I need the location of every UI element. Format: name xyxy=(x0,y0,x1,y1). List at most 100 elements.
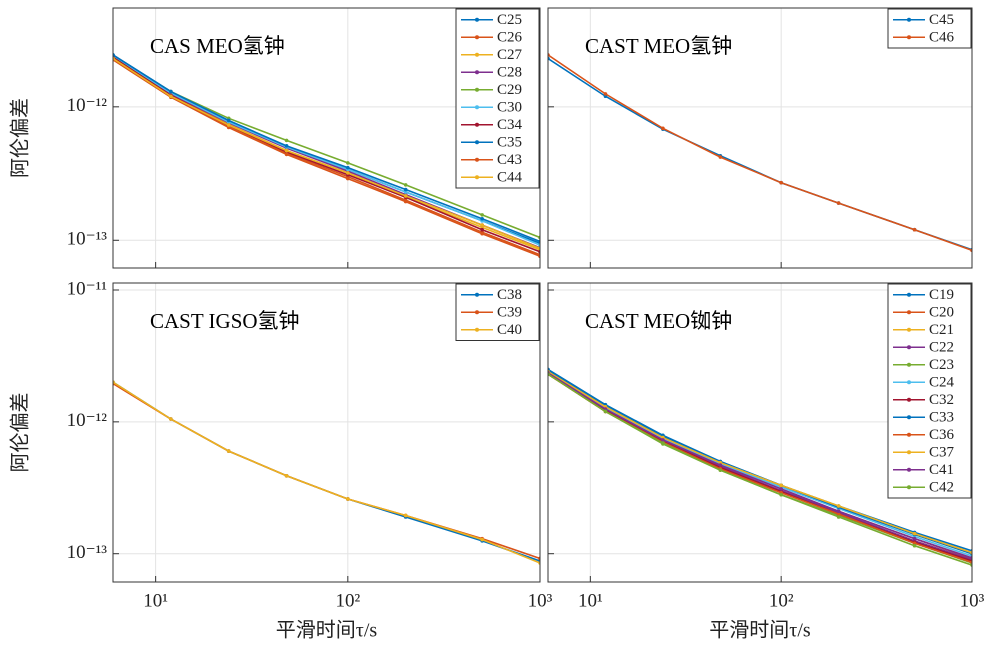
point xyxy=(912,531,917,536)
legend-label: C42 xyxy=(929,480,954,496)
panel-title: CAST MEO铷钟 xyxy=(585,309,732,333)
point xyxy=(661,126,665,131)
point xyxy=(346,165,350,170)
legend-marker xyxy=(475,310,479,315)
point xyxy=(284,138,289,143)
point xyxy=(836,504,841,508)
point xyxy=(284,144,289,148)
y-tick-label: 10⁻¹² xyxy=(67,95,108,116)
frame xyxy=(547,282,973,583)
y-tick-label: 10⁻¹² xyxy=(67,410,108,431)
point xyxy=(912,227,917,232)
series-line xyxy=(113,54,540,243)
legend-label: C33 xyxy=(929,410,954,426)
legend-marker xyxy=(475,35,479,40)
point xyxy=(346,497,350,501)
legend-label: C35 xyxy=(497,135,522,151)
x-tick-label: 10³ xyxy=(528,590,553,611)
point xyxy=(779,180,783,185)
panel-title: CAST MEO氢钟 xyxy=(585,34,732,58)
legend-label: C43 xyxy=(497,152,522,168)
point xyxy=(480,223,484,227)
point xyxy=(603,409,608,414)
point xyxy=(226,118,231,123)
panel: 10¹ 10² 10³ 10⁻¹¹ 10⁻¹² 10⁻¹³ CAST IGSO氢钟阿伦偏差平… xyxy=(9,278,553,641)
x-tick-label: 10² xyxy=(335,590,360,611)
point xyxy=(661,441,665,445)
series-line xyxy=(113,59,540,257)
legend-box xyxy=(887,283,972,499)
legend-marker xyxy=(907,397,911,402)
y-tick-label: 10⁻¹³ xyxy=(67,542,108,563)
point xyxy=(836,201,841,205)
legend-marker xyxy=(475,140,479,145)
frame xyxy=(112,282,541,583)
point xyxy=(603,92,608,96)
point xyxy=(480,537,484,542)
panel-title: CAST IGSO氢钟 xyxy=(150,309,300,333)
legend-marker xyxy=(907,35,911,40)
x-tick-label: 10¹ xyxy=(143,590,168,611)
legend-label: C45 xyxy=(929,12,954,28)
point xyxy=(169,94,173,99)
point xyxy=(718,155,723,159)
point xyxy=(169,417,173,421)
legend-label: C21 xyxy=(929,322,954,338)
point xyxy=(779,483,783,488)
point xyxy=(912,536,917,541)
point xyxy=(779,492,783,497)
legend-marker xyxy=(475,292,479,297)
point xyxy=(226,449,231,453)
legend-label: C34 xyxy=(497,117,523,133)
legend-box xyxy=(887,8,972,49)
legend-label: C26 xyxy=(497,30,523,46)
legend-marker xyxy=(475,17,479,22)
legend-label: C40 xyxy=(497,322,522,338)
point xyxy=(284,152,289,157)
legend-marker xyxy=(475,105,479,110)
legend-label: C23 xyxy=(929,357,954,373)
point xyxy=(836,512,841,516)
legend-marker xyxy=(907,17,911,22)
point xyxy=(284,148,289,153)
legend-marker xyxy=(907,415,911,420)
legend-label: C32 xyxy=(929,392,954,408)
series-group xyxy=(113,380,540,565)
legend-label: C37 xyxy=(929,445,955,461)
legend-marker xyxy=(907,450,911,455)
point xyxy=(346,171,350,175)
point xyxy=(779,487,783,491)
legend-label: C41 xyxy=(929,462,954,478)
legend-marker xyxy=(907,327,911,332)
point xyxy=(836,509,841,514)
legend-marker xyxy=(907,310,911,315)
point xyxy=(480,213,484,217)
legend-marker xyxy=(907,485,911,490)
legend-label: C28 xyxy=(497,65,522,81)
legend-marker xyxy=(475,157,479,162)
legend-marker xyxy=(475,175,479,180)
series-line xyxy=(548,373,972,566)
y-tick-label: 10⁻¹¹ xyxy=(67,278,108,299)
point xyxy=(226,123,231,127)
x-tick-label: 10¹ xyxy=(578,590,603,611)
x-tick-label: 10³ xyxy=(960,590,985,611)
series-line xyxy=(548,371,972,554)
legend-marker xyxy=(475,327,479,332)
point xyxy=(718,463,723,467)
legend-marker xyxy=(907,345,911,350)
legend-marker xyxy=(475,70,479,75)
frame xyxy=(547,7,973,269)
x-tick-label: 10² xyxy=(769,590,794,611)
panel-title: CAS MEO氢钟 xyxy=(150,34,285,58)
series-line xyxy=(548,372,972,559)
series-group xyxy=(548,367,972,567)
point xyxy=(718,468,723,472)
